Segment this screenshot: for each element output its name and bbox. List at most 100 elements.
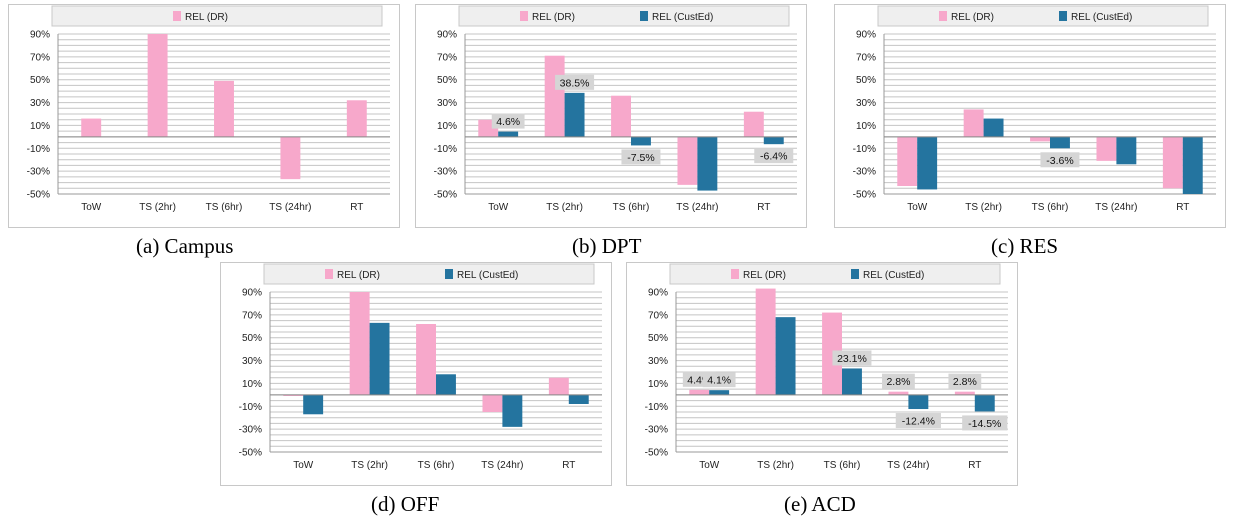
data-label: 23.1%: [832, 350, 872, 366]
x-tick-label: RT: [1176, 202, 1189, 213]
y-tick-label: 30%: [242, 356, 262, 367]
chart-panel-e: REL (DR) REL (CustEd) 90% 70% 50% 30% 10% -10% -…: [626, 262, 1018, 486]
data-label: 38.5%: [555, 74, 595, 90]
y-tick-label: 70%: [242, 310, 262, 321]
y-tick-label: 10%: [648, 379, 668, 390]
bar-c-s0-4: [1162, 136, 1183, 189]
x-tick-label: RT: [757, 202, 770, 213]
y-tick-label: 30%: [648, 356, 668, 367]
chart-e-svg: REL (DR) REL (CustEd) 90% 70% 50% 30% 10% -10% -…: [626, 262, 1018, 486]
y-tick-label: 10%: [856, 121, 876, 132]
x-tick-label: RT: [350, 202, 363, 213]
data-label-bg: [948, 373, 982, 389]
y-tick-label: 70%: [30, 52, 50, 63]
y-tick-label: -10%: [239, 402, 262, 413]
bar-e-s1-1: [775, 317, 796, 395]
x-tick-label: ToW: [81, 202, 102, 213]
bar-c-s1-1: [983, 118, 1004, 137]
legend-swatch: [939, 11, 947, 21]
y-tick-label: 70%: [437, 52, 457, 63]
legend-box: [669, 263, 1001, 285]
legend-swatch: [445, 269, 453, 279]
x-tick-label: ToW: [488, 202, 509, 213]
x-tick-label: RT: [562, 460, 575, 471]
legend-swatch: [520, 11, 528, 21]
bar-b-s1-0: [498, 131, 519, 137]
bar-b-s1-1: [564, 92, 585, 137]
bar-b-s0-3: [677, 136, 698, 185]
y-tick-label: 50%: [30, 75, 50, 86]
y-tick-label: 50%: [242, 333, 262, 344]
data-label: 4.1%: [702, 372, 736, 388]
y-tick-label: 10%: [30, 121, 50, 132]
chart-d-svg: REL (DR) REL (CustEd) 90% 70% 50% 30% 10% -10% -…: [220, 262, 612, 486]
y-tick-label: 30%: [437, 98, 457, 109]
legend-swatch: [640, 11, 648, 21]
data-label-bg: [702, 372, 736, 388]
data-label-bg: [555, 74, 595, 90]
bar-b-s1-4: [763, 136, 784, 145]
bar-d-s1-1: [369, 322, 390, 395]
x-tick-label: ToW: [699, 460, 720, 471]
bar-c-s1-0: [917, 136, 938, 190]
bar-d-s0-3: [482, 394, 503, 412]
bar-e-s1-4: [974, 394, 995, 412]
legend-label: REL (CustEd): [863, 270, 924, 281]
bar-a-s0-4: [346, 100, 367, 137]
legend-label: REL (DR): [532, 12, 575, 23]
data-label-text: -14.5%: [968, 418, 1001, 430]
x-tick-label: TS (6hr): [206, 202, 243, 213]
x-tick-label: TS (6hr): [824, 460, 861, 471]
legend-swatch: [1059, 11, 1067, 21]
bar-c-s1-3: [1116, 136, 1137, 165]
bar-c-s0-1: [963, 109, 984, 137]
data-label-text: 4.6%: [496, 116, 520, 128]
bar-d-s1-3: [502, 394, 523, 427]
y-tick-label: 50%: [856, 75, 876, 86]
bar-e-s0-1: [755, 288, 776, 395]
bar-d-s0-4: [548, 377, 569, 395]
bar-c-s0-3: [1096, 136, 1117, 161]
bar-e-s0-2: [822, 312, 842, 395]
x-tick-label: ToW: [907, 202, 928, 213]
data-label-text: -3.6%: [1046, 155, 1073, 167]
x-tick-label: TS (24hr): [1095, 202, 1137, 213]
legend-label: REL (DR): [951, 12, 994, 23]
x-tick-label: TS (24hr): [887, 460, 929, 471]
x-tick-label: TS (2hr): [139, 202, 176, 213]
bar-b-s0-2: [611, 95, 631, 137]
x-tick-label: TS (24hr): [269, 202, 311, 213]
data-label: -3.6%: [1040, 152, 1080, 168]
y-tick-label: -30%: [27, 167, 50, 178]
data-label: -14.5%: [962, 415, 1008, 431]
legend-swatch: [731, 269, 739, 279]
x-tick-label: TS (2hr): [757, 460, 794, 471]
legend-box: [51, 5, 383, 27]
y-tick-label: -50%: [645, 448, 668, 459]
bar-b-s0-1: [544, 55, 565, 137]
caption-c: (c) RES: [991, 234, 1059, 258]
bar-a-s0-3: [280, 136, 301, 180]
data-label-text: 23.1%: [837, 353, 867, 365]
caption-e: (e) ACD: [784, 492, 856, 516]
caption-d: (d) OFF: [371, 492, 440, 516]
x-tick-label: TS (24hr): [481, 460, 523, 471]
legend-swatch: [325, 269, 333, 279]
data-label: 4.6%: [491, 113, 525, 129]
x-tick-label: TS (24hr): [676, 202, 718, 213]
bar-c-s0-0: [897, 136, 918, 186]
legend: REL (DR) REL (CustEd): [263, 263, 595, 285]
data-label: 2.8%: [948, 373, 982, 389]
data-label-text: -7.5%: [627, 152, 654, 164]
y-tick-label: 90%: [242, 288, 262, 299]
bar-d-s0-2: [416, 324, 436, 395]
legend: REL (DR) REL (CustEd): [877, 5, 1209, 27]
bar-a-s0-2: [214, 80, 234, 137]
data-label: -6.4%: [754, 148, 794, 164]
legend-label: REL (CustEd): [457, 270, 518, 281]
data-label-text: -6.4%: [760, 151, 787, 163]
data-label-text: 38.5%: [560, 77, 590, 89]
y-tick-label: 50%: [648, 333, 668, 344]
data-label-text: 2.8%: [886, 376, 910, 388]
x-tick-label: RT: [968, 460, 981, 471]
